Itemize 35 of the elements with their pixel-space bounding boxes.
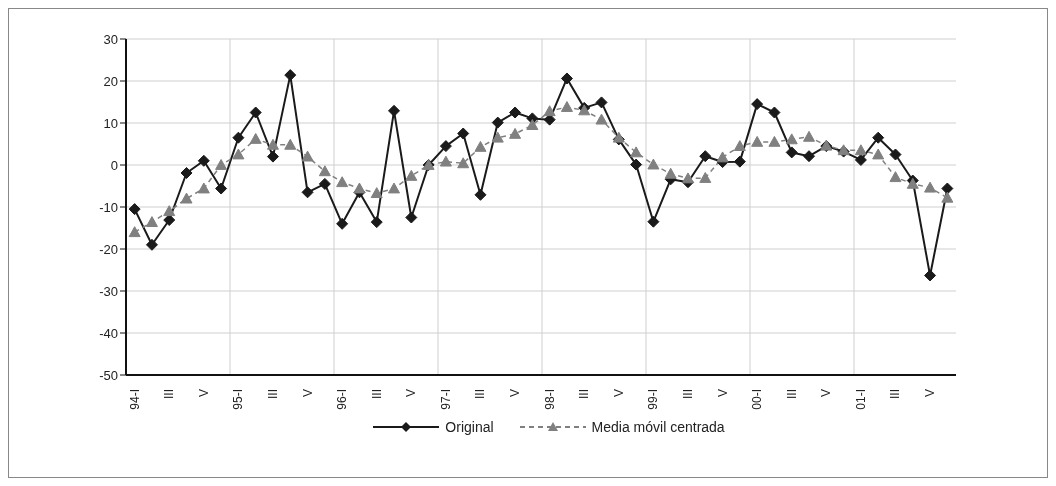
x-tick-label: 98-I [542, 389, 557, 410]
x-tick-label: 01-I [853, 389, 868, 410]
x-tick-label: V [611, 389, 626, 398]
x-tick-label: 96-I [335, 389, 350, 410]
legend-label: Media móvil centrada [591, 419, 725, 435]
legend-label: Original [445, 419, 494, 435]
x-tick-label: V [923, 389, 938, 398]
x-tick-label: III [369, 389, 384, 400]
y-tick-label: -20 [99, 241, 118, 257]
x-tick-label: III [162, 389, 177, 400]
x-tick-label: III [680, 389, 695, 400]
x-tick-label: V [715, 389, 730, 398]
y-tick-label: -10 [99, 199, 118, 215]
y-tick-label: -40 [99, 325, 118, 341]
x-tick-label: III [265, 389, 280, 400]
y-tick-label: -50 [99, 367, 118, 383]
x-tick-label: III [784, 389, 799, 400]
y-tick-label: 0 [110, 157, 118, 173]
y-tick-label: -30 [99, 283, 118, 299]
x-tick-label: 97-I [438, 389, 453, 410]
y-tick-label: 30 [103, 31, 118, 47]
x-tick-label: 00-I [750, 389, 765, 410]
x-tick-label: III [473, 389, 488, 400]
x-tick-label: III [577, 389, 592, 400]
x-tick-label: V [819, 389, 834, 398]
x-tick-label: V [300, 389, 315, 398]
y-tick-label: 20 [103, 73, 118, 89]
x-tick-label: 95-I [231, 389, 246, 410]
x-tick-label: V [404, 389, 419, 398]
y-tick-label: 10 [103, 115, 118, 131]
x-tick-label: 94-I [127, 389, 142, 410]
x-tick-label: III [888, 389, 903, 400]
x-tick-label: V [196, 389, 211, 398]
x-tick-label: V [508, 389, 523, 398]
x-tick-label: 99-I [646, 389, 661, 410]
